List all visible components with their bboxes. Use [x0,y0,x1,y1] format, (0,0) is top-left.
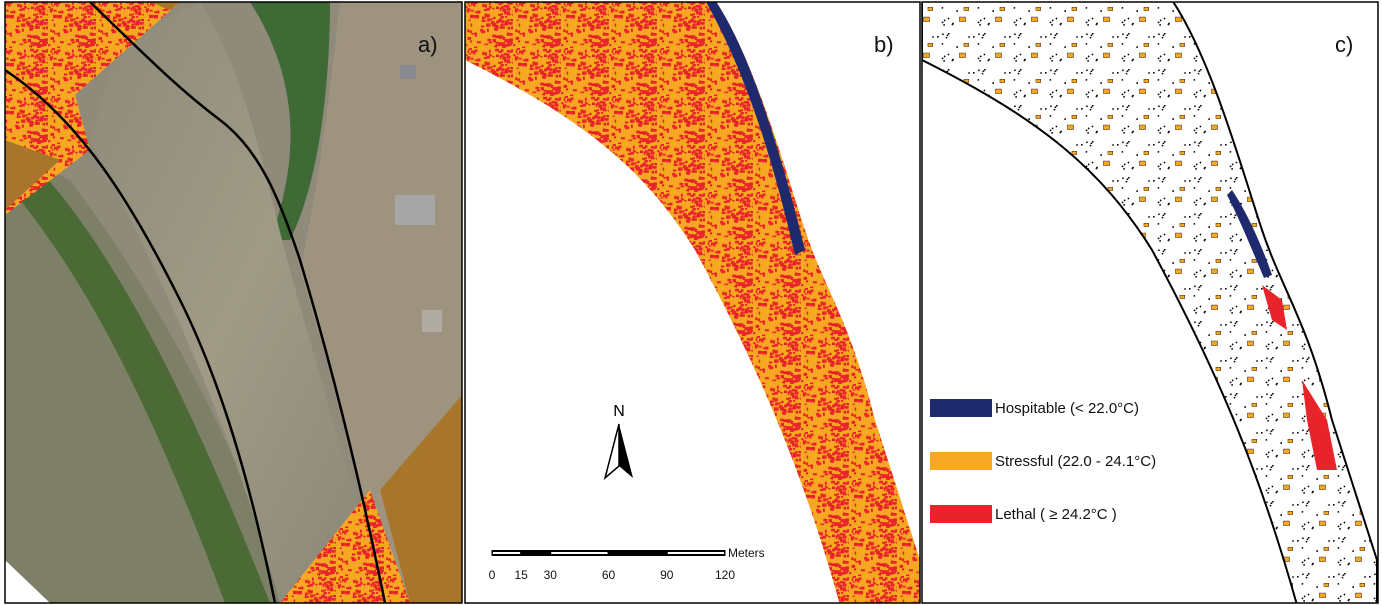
north-arrow [619,424,633,478]
legend-swatch [930,505,992,523]
scale-segment [493,552,520,554]
legend: Hospitable (< 22.0°C) Stressful (22.0 - 2… [930,399,1156,523]
legend-swatch [930,452,992,470]
scale-tick-label: 90 [660,568,674,582]
scale-tick-label: 30 [544,568,558,582]
panel-label: c) [1335,32,1353,57]
scale-tick-label: 0 [489,568,496,582]
figure: a) b) N 0 15 30 60 90 120 Meters c) Hospitable… [0,0,1382,605]
scale-bar: 0 15 30 60 90 120 Meters [489,546,765,582]
panel-label: b) [874,32,894,57]
scale-tick-label: 15 [514,568,528,582]
scale-unit: Meters [728,546,765,560]
scale-tick-label: 120 [715,568,735,582]
legend-label: Hospitable (< 22.0°C) [995,400,1139,417]
aerial-image [5,2,462,603]
legend-label: Stressful (22.0 - 24.1°C) [995,453,1156,470]
north-label: N [613,403,625,420]
scale-segment [668,552,724,554]
scale-tick-label: 60 [602,568,616,582]
legend-swatch [930,399,992,417]
legend-label: Lethal ( ≥ 24.2°C ) [995,506,1117,523]
heat-map [465,0,920,605]
scale-segment [551,552,607,554]
panel-label: a) [418,32,438,57]
north-arrow [605,424,619,478]
